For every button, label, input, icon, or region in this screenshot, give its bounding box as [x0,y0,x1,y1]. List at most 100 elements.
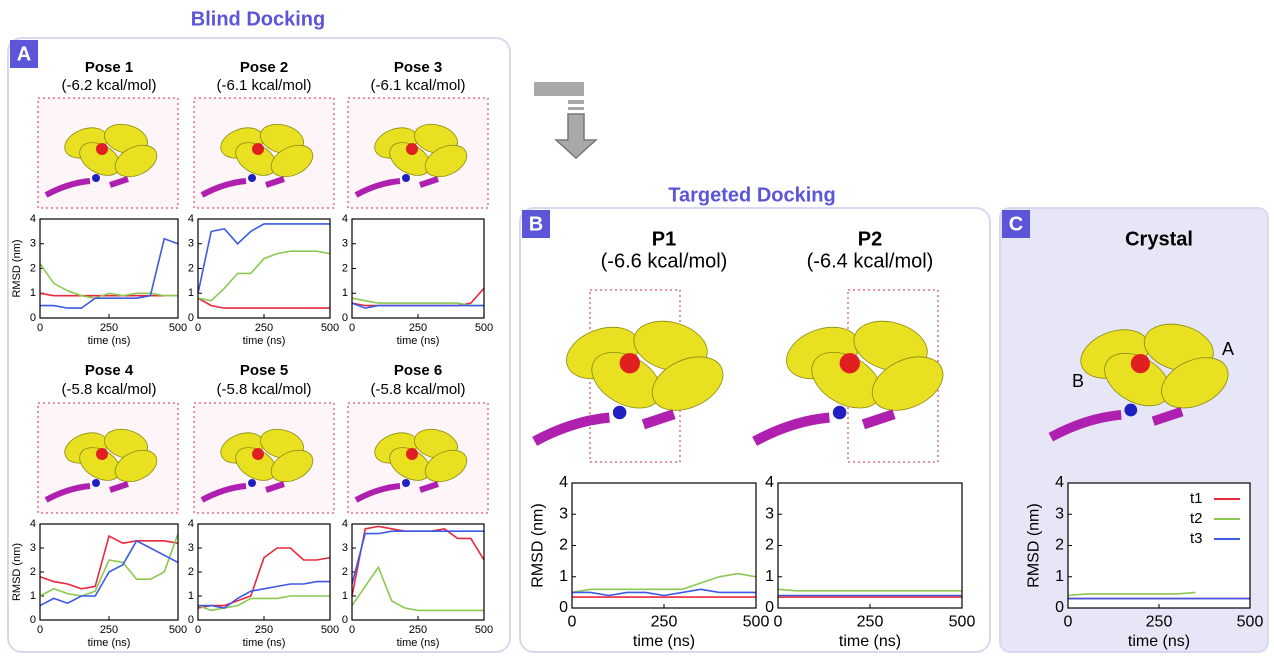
x-tick-label: 0 [195,624,201,636]
x-tick-label: 0 [195,322,201,334]
helix [44,483,91,503]
series-line [351,530,484,585]
series-line [197,250,331,302]
y-axis-label: RMSD (nm) [11,239,23,297]
y-tick-label: 2 [1055,537,1064,554]
series-line [197,547,331,609]
x-axis-label: time (ns) [243,637,286,649]
y-tick-label: 2 [342,262,348,274]
x-tick-label: 0 [568,614,577,631]
plot-frame [777,482,963,609]
panel-label-box [10,40,38,68]
series-line [351,297,484,307]
x-tick-label: 500 [949,614,976,631]
panel-label: B [529,213,543,235]
ligand [1130,354,1150,374]
x-axis-label: time (ns) [633,633,695,650]
x-tick-label: 500 [321,322,339,334]
beta-sheet [871,356,944,411]
x-axis-label: time (ns) [1128,633,1190,650]
y-tick-label: 3 [30,238,36,250]
plot-frame [351,523,485,621]
helix [200,483,247,503]
x-axis-label: time (ns) [397,335,440,347]
coil [92,479,100,487]
y-tick-label: 3 [1055,505,1064,522]
x-tick-label: 250 [100,624,118,636]
series-line [198,580,330,609]
x-tick-label: 500 [1237,614,1264,631]
y-tick-label: 3 [559,505,568,522]
beta-sheet [1161,357,1229,409]
y-tick-label: 3 [342,542,348,554]
coil [832,405,847,420]
x-tick-label: 500 [321,624,339,636]
beta-sheet [651,356,724,411]
series-line [39,292,178,297]
x-tick-label: 0 [349,322,355,334]
protein-image [193,402,335,514]
beta-sheet [424,144,468,178]
y-tick-label: 2 [765,537,774,554]
beta-sheet [424,449,468,483]
plot-area [40,219,178,318]
x-tick-label: 500 [169,322,187,334]
y-tick-label: 0 [342,614,348,626]
x-tick-label: 250 [1146,614,1173,631]
chart-title: P2 [858,228,882,250]
plot-frame [197,218,331,319]
chart-subtitle: (-6.1 kcal/mol) [216,77,311,94]
y-tick-label: 0 [559,599,568,616]
legend-label: t1 [1190,490,1203,507]
ligand [252,448,264,460]
protein-image [193,97,335,209]
x-tick-label: 250 [857,614,884,631]
y-tick-label: 0 [30,614,36,626]
panel-label-box [522,210,550,238]
ligand [619,353,640,374]
y-tick-label: 1 [30,590,36,602]
plot-area [1068,483,1250,608]
helix [354,483,401,503]
y-tick-label: 3 [30,542,36,554]
panel-label: A [17,43,31,65]
chart-subtitle: (-6.6 kcal/mol) [601,250,728,272]
chart-title: Pose 6 [394,362,442,379]
y-tick-label: 1 [559,568,568,585]
plot-area [572,483,756,608]
series-line [197,297,330,309]
x-axis-label: time (ns) [88,637,131,649]
y-tick-label: 4 [188,518,194,530]
heading: Blind Docking [191,8,325,30]
series-line [197,595,330,612]
y-tick-label: 1 [188,287,194,299]
chart-title: Pose 4 [85,362,134,379]
y-tick-label: 3 [765,505,774,522]
coil [248,174,256,182]
x-tick-label: 0 [774,614,783,631]
y-axis-label: RMSD (nm) [530,503,547,587]
y-axis-label: RMSD (nm) [11,543,23,601]
beta-sheet [270,449,314,483]
heading: Targeted Docking [668,184,835,206]
plot-frame [39,218,179,319]
x-tick-label: 500 [475,322,493,334]
protein-image [752,289,944,463]
chart-subtitle: (-6.2 kcal/mol) [61,77,156,94]
chart-subtitle: (-6.1 kcal/mol) [370,77,465,94]
chart-title: Pose 2 [240,59,288,76]
x-axis-label: time (ns) [88,335,131,347]
ligand [252,143,264,155]
y-tick-label: 1 [765,568,774,585]
helix [200,178,247,198]
ligand [406,143,418,155]
y-tick-label: 2 [559,537,568,554]
ligand [96,448,108,460]
beta-sheet [114,144,158,178]
protein-image [37,97,179,209]
y-tick-label: 0 [30,312,36,324]
plot-area [352,524,484,620]
helix [641,409,676,430]
plot-frame [571,482,757,609]
plot-area [198,524,330,620]
